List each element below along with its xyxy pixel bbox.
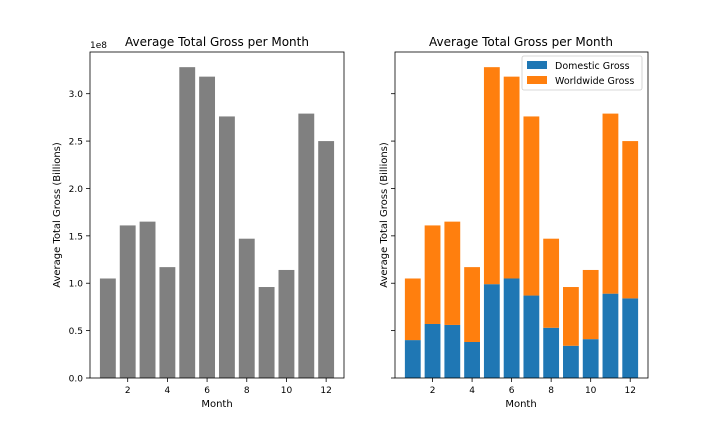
legend-swatch-domestic-gross bbox=[527, 61, 547, 69]
x-tick-label: 4 bbox=[469, 386, 475, 396]
bar-month-10 bbox=[278, 269, 295, 378]
bar-worldwide-gross-month-5 bbox=[483, 67, 500, 285]
bar-month-11 bbox=[298, 113, 315, 378]
right-chart-y-label: Average Total Gross (Billions) bbox=[379, 142, 390, 288]
x-tick-label: 10 bbox=[281, 386, 293, 396]
right-chart-title: Average Total Gross per Month bbox=[429, 35, 613, 49]
left-chart-frame bbox=[89, 51, 345, 379]
right-chart-panel: Average Total Gross per Month 2 4 6 8 10 12 M… bbox=[379, 35, 649, 410]
bar-month-8 bbox=[238, 238, 255, 378]
right-chart-y-ticks bbox=[391, 93, 395, 379]
bar-domestic-gross-month-7 bbox=[523, 295, 540, 378]
right-chart-x-label: Month bbox=[505, 399, 536, 410]
bar-domestic-gross-month-9 bbox=[563, 345, 579, 378]
left-chart-x-ticks: 2 4 6 8 10 12 bbox=[125, 378, 332, 396]
bar-month-4 bbox=[159, 267, 176, 378]
left-chart-bars bbox=[99, 67, 335, 379]
x-tick-label: 2 bbox=[125, 386, 131, 396]
bar-worldwide-gross-month-6 bbox=[503, 76, 520, 279]
bar-domestic-gross-month-12 bbox=[622, 298, 639, 378]
bar-domestic-gross-month-2 bbox=[424, 323, 441, 378]
x-tick-label: 12 bbox=[320, 386, 331, 396]
bar-worldwide-gross-month-7 bbox=[523, 116, 540, 296]
left-chart-title: Average Total Gross per Month bbox=[125, 35, 309, 49]
x-tick-label: 12 bbox=[624, 386, 635, 396]
bar-domestic-gross-month-4 bbox=[464, 341, 480, 378]
bar-worldwide-gross-month-10 bbox=[582, 269, 599, 340]
bar-worldwide-gross-month-2 bbox=[424, 225, 441, 324]
y-tick-label: 1.0 bbox=[69, 280, 84, 290]
bar-month-12 bbox=[318, 141, 335, 378]
x-tick-label: 6 bbox=[509, 386, 515, 396]
left-chart-y-ticks: 0.0 0.5 1.0 1.5 2.0 2.5 3.0 bbox=[69, 90, 90, 385]
left-chart-panel: Average Total Gross per Month 1e8 2 4 6 8 10… bbox=[52, 35, 345, 410]
bar-month-9 bbox=[258, 287, 275, 378]
bar-month-7 bbox=[218, 116, 235, 378]
bar-month-5 bbox=[179, 67, 196, 379]
x-tick-label: 8 bbox=[244, 386, 250, 396]
left-chart-x-label: Month bbox=[201, 399, 232, 410]
bar-worldwide-gross-month-9 bbox=[563, 287, 579, 346]
bar-month-3 bbox=[139, 221, 156, 378]
y-tick-label: 2.0 bbox=[69, 185, 84, 195]
bar-worldwide-gross-month-11 bbox=[602, 113, 619, 294]
y-tick-label: 0.5 bbox=[69, 327, 83, 337]
x-tick-label: 2 bbox=[430, 386, 436, 396]
y-tick-label: 0.0 bbox=[69, 375, 84, 385]
x-tick-label: 4 bbox=[165, 386, 171, 396]
legend-box bbox=[521, 55, 643, 91]
bar-domestic-gross-month-6 bbox=[503, 278, 520, 378]
bar-domestic-gross-month-5 bbox=[483, 284, 500, 378]
x-tick-label: 6 bbox=[204, 386, 210, 396]
x-tick-label: 8 bbox=[548, 386, 554, 396]
bar-worldwide-gross-month-12 bbox=[622, 141, 639, 299]
bar-domestic-gross-month-11 bbox=[602, 293, 619, 378]
bar-domestic-gross-month-10 bbox=[582, 339, 599, 378]
right-chart-legend: Domestic Gross Worldwide Gross bbox=[521, 55, 643, 91]
bar-domestic-gross-month-1 bbox=[404, 340, 421, 378]
bar-month-2 bbox=[119, 225, 136, 378]
bar-worldwide-gross-month-3 bbox=[444, 221, 461, 325]
bar-domestic-gross-month-8 bbox=[543, 327, 560, 378]
right-chart-bars bbox=[404, 67, 639, 378]
x-tick-label: 10 bbox=[585, 386, 597, 396]
bar-worldwide-gross-month-1 bbox=[404, 278, 421, 341]
right-chart-x-ticks: 2 4 6 8 10 12 bbox=[430, 378, 636, 396]
legend-swatch-worldwide-gross bbox=[527, 76, 547, 84]
left-chart-y-offset-label: 1e8 bbox=[90, 41, 107, 51]
y-tick-label: 2.5 bbox=[69, 138, 83, 148]
bar-domestic-gross-month-3 bbox=[444, 324, 461, 378]
y-tick-label: 3.0 bbox=[69, 90, 84, 100]
legend-label-domestic-gross: Domestic Gross bbox=[555, 61, 630, 72]
left-chart-y-label: Average Total Gross (Billions) bbox=[52, 142, 63, 288]
bar-worldwide-gross-month-8 bbox=[543, 238, 560, 328]
bar-month-1 bbox=[99, 278, 116, 378]
legend-label-worldwide-gross: Worldwide Gross bbox=[555, 76, 634, 87]
bar-month-6 bbox=[199, 76, 216, 379]
bar-worldwide-gross-month-4 bbox=[464, 267, 480, 342]
right-chart-frame bbox=[394, 51, 649, 379]
y-tick-label: 1.5 bbox=[69, 232, 83, 242]
